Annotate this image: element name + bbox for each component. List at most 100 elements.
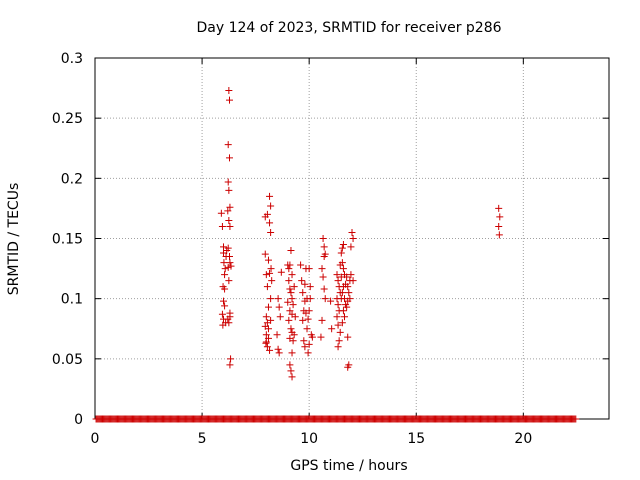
data-point — [345, 289, 353, 297]
data-point — [319, 273, 327, 281]
data-point — [338, 289, 346, 297]
y-tick-label: 0.1 — [61, 292, 83, 308]
y-axis-label: SRMTID / TECUs — [6, 183, 22, 296]
data-point — [343, 303, 351, 311]
data-point — [224, 315, 232, 323]
data-point — [225, 96, 233, 104]
data-point — [318, 265, 326, 273]
data-point — [285, 277, 293, 285]
data-point — [287, 325, 295, 333]
data-point — [264, 325, 272, 333]
data-point — [337, 295, 345, 303]
data-point — [495, 204, 503, 212]
data-point — [334, 277, 342, 285]
data-point — [221, 285, 229, 293]
data-point — [348, 228, 356, 236]
data-point — [263, 343, 271, 351]
data-point — [277, 268, 285, 276]
data-point — [224, 244, 232, 252]
data-point — [275, 349, 283, 357]
data-point — [276, 313, 284, 321]
data-point — [344, 363, 352, 371]
data-point — [321, 295, 329, 303]
y-tick-label: 0.2 — [61, 171, 83, 187]
data-point — [572, 415, 580, 423]
data-point — [495, 231, 503, 239]
y-tick-label: 0.3 — [61, 51, 83, 67]
data-point — [226, 361, 234, 369]
data-point — [306, 283, 314, 291]
data-point — [224, 141, 232, 149]
y-tick-label: 0 — [74, 412, 83, 428]
data-point — [349, 235, 357, 242]
data-point — [334, 343, 342, 351]
data-point — [339, 307, 347, 315]
data-point — [275, 303, 283, 311]
data-point — [220, 259, 228, 267]
data-point — [347, 243, 355, 251]
data-point — [218, 222, 226, 230]
data-point — [285, 265, 293, 273]
data-point — [225, 216, 233, 224]
data-point — [268, 277, 276, 285]
data-point — [225, 319, 233, 327]
chart-title: Day 124 of 2023, SRMTID for receiver p28… — [196, 20, 501, 36]
data-point — [267, 265, 275, 273]
x-tick-label: 10 — [300, 431, 318, 447]
data-point — [287, 367, 295, 375]
data-point — [226, 203, 234, 211]
data-point — [287, 247, 295, 255]
data-point — [288, 271, 296, 279]
data-point — [304, 349, 312, 357]
data-point — [266, 269, 274, 277]
data-point — [320, 253, 328, 261]
data-point — [225, 186, 233, 194]
data-point — [305, 307, 313, 315]
data-point — [305, 265, 313, 273]
data-point — [305, 340, 313, 348]
data-point — [221, 302, 229, 310]
y-tick-label: 0.15 — [52, 232, 83, 248]
data-point — [267, 295, 275, 303]
data-point — [225, 277, 233, 285]
data-point — [336, 261, 344, 269]
data-point — [261, 250, 269, 258]
data-point — [266, 219, 274, 227]
data-point — [328, 325, 336, 333]
data-point — [346, 295, 354, 303]
x-tick-label: 20 — [514, 431, 532, 447]
data-point — [226, 259, 234, 267]
data-point — [291, 313, 299, 321]
data-point — [262, 331, 270, 339]
data-point — [327, 297, 335, 305]
data-point — [317, 333, 325, 341]
data-point — [320, 285, 328, 293]
data-point — [286, 361, 294, 369]
data-point — [227, 355, 235, 363]
data-point — [262, 338, 270, 346]
y-tick-labels: 0 0.05 0.1 0.15 0.2 0.25 0.3 — [52, 51, 83, 428]
data-point — [297, 261, 305, 269]
data-point — [303, 325, 311, 333]
data-point — [343, 273, 351, 281]
data-point — [319, 235, 327, 242]
data-point — [341, 313, 349, 321]
data-point — [286, 261, 294, 269]
data-point — [224, 178, 232, 186]
data-point — [220, 243, 227, 251]
data-point — [336, 328, 344, 336]
data-point — [288, 295, 296, 303]
y-tick-label: 0.25 — [52, 111, 83, 127]
data-point — [286, 307, 294, 315]
data-point — [306, 295, 314, 303]
data-point — [263, 283, 271, 291]
data-point — [301, 280, 309, 288]
grid-lines — [95, 58, 609, 419]
y-tick-label: 0.05 — [52, 352, 83, 368]
data-point — [338, 319, 346, 327]
data-point — [219, 321, 227, 329]
data-point — [304, 315, 312, 323]
data-point — [298, 277, 306, 285]
data-point — [264, 303, 272, 311]
